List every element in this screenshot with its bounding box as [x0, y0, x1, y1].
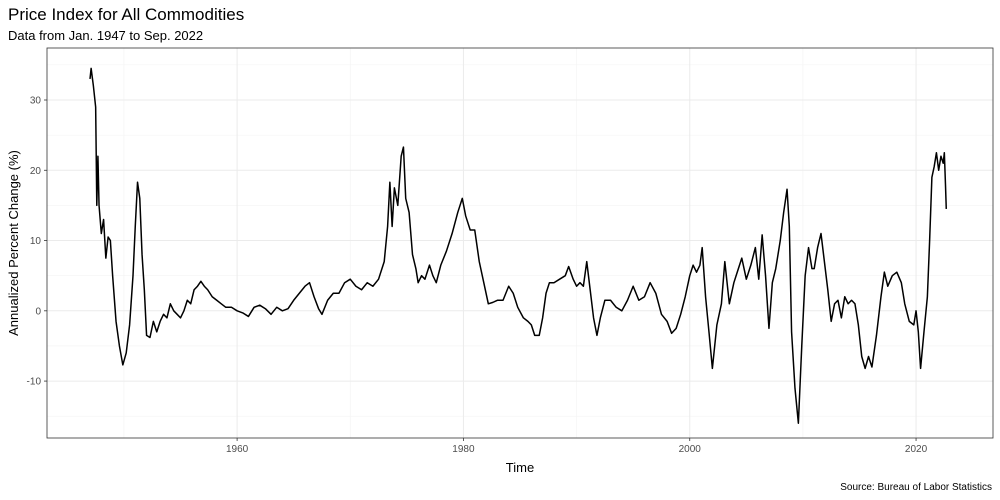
x-tick-label: 1960 — [226, 444, 249, 455]
y-tick-label: 10 — [30, 236, 42, 247]
x-axis-label: Time — [506, 460, 534, 475]
y-tick-label: -10 — [27, 377, 42, 388]
x-tick-label: 2000 — [679, 444, 702, 455]
y-tick-label: 30 — [30, 96, 42, 107]
chart-subtitle: Data from Jan. 1947 to Sep. 2022 — [8, 28, 203, 43]
y-axis-label: Annualized Percent Change (%) — [6, 150, 21, 336]
series-line — [89, 67, 948, 424]
y-tick-label: 0 — [35, 306, 41, 317]
panel-border — [46, 47, 994, 439]
caption: Source: Bureau of Labor Statistics — [840, 482, 992, 493]
x-tick-label: 1980 — [452, 444, 475, 455]
x-tick-label: 2020 — [905, 444, 928, 455]
chart-title: Price Index for All Commodities — [8, 5, 244, 24]
y-tick-label: 20 — [30, 166, 42, 177]
